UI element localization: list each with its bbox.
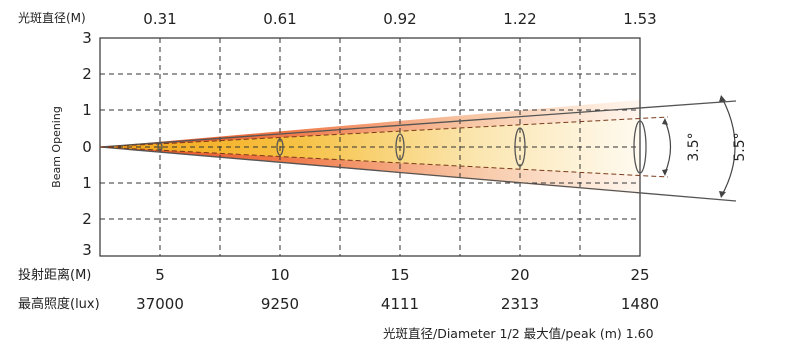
y-tick: 2 (82, 210, 92, 228)
diameter-label: 光斑直径(M) (18, 11, 86, 25)
distance-label: 投射距离(M) (18, 267, 91, 283)
inner-edge-top (99, 116, 669, 148)
cross-section (514, 127, 526, 167)
y-tick: 3 (82, 241, 92, 259)
outer-edge-top (99, 100, 737, 148)
diameter-value: 0.61 (263, 10, 296, 28)
y-tick: 0 (82, 138, 92, 156)
distance-value: 15 (390, 266, 409, 284)
y-tick: 1 (82, 174, 92, 192)
distance-value: 10 (270, 266, 289, 284)
illuminance-value: 1480 (621, 295, 659, 313)
diameter-value: 1.22 (503, 10, 536, 28)
diameter-footnote: 光斑直径/Diameter 1/2 最大值/peak (m) 1.60 (383, 326, 654, 341)
outer-edge-bottom (99, 146, 737, 202)
diameter-value: 0.31 (143, 10, 176, 28)
y-tick: 3 (82, 29, 92, 47)
cross-section (395, 133, 405, 161)
distance-value: 20 (510, 266, 529, 284)
illuminance-values: 37000 9250 4111 2313 1480 (136, 295, 659, 313)
cross-section (157, 142, 163, 152)
illuminance-value: 4111 (381, 295, 419, 313)
distance-value: 5 (155, 266, 165, 284)
outer-angle-arrowhead (719, 191, 726, 198)
inner-edge-bottom (99, 146, 669, 178)
diameter-values: 0.31 0.61 0.92 1.22 1.53 (143, 10, 656, 28)
inner-angle-arrow (664, 120, 672, 174)
diameter-value: 0.92 (383, 10, 416, 28)
distance-value: 25 (630, 266, 649, 284)
diameter-value: 1.53 (623, 10, 656, 28)
y-tick: 2 (82, 65, 92, 83)
inner-angle-arrowhead (662, 169, 668, 176)
y-ticks: 3 2 1 0 1 2 3 (82, 29, 92, 259)
y-tick: 1 (82, 101, 92, 119)
illuminance-value: 2313 (501, 295, 539, 313)
illuminance-value: 9250 (261, 295, 299, 313)
outer-angle-arrowhead (719, 95, 726, 102)
grid (100, 38, 640, 256)
y-axis-label: Beam Opening (50, 106, 63, 188)
illuminance-value: 37000 (136, 295, 184, 313)
cross-section (633, 120, 647, 174)
inner-angle-arrowhead (662, 118, 668, 125)
inner-angle-label: 3.5° (686, 132, 702, 161)
illuminance-label: 最高照度(lux) (18, 296, 100, 312)
cross-section (276, 138, 284, 156)
outer-angle-arrow (721, 97, 736, 196)
distances: 5 10 15 20 25 (155, 266, 649, 284)
outer-angle-label: 5.5° (732, 132, 748, 161)
beam-cross-sections (157, 120, 647, 174)
